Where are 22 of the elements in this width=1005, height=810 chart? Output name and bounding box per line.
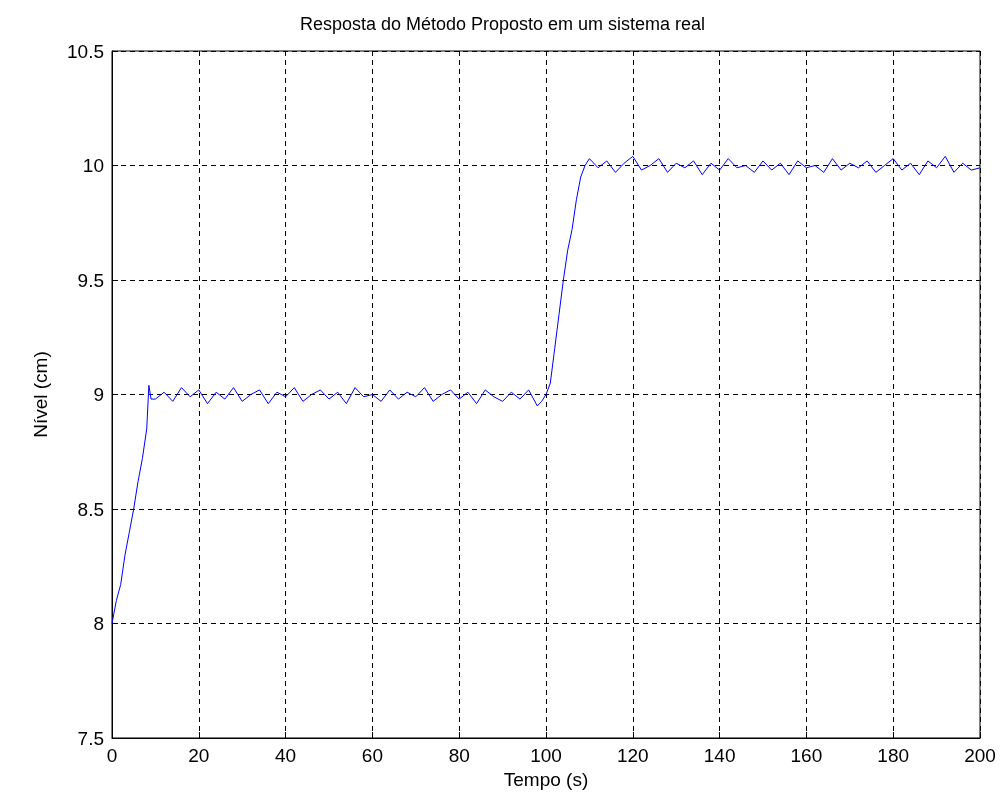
y-axis-title: Nível (cm) xyxy=(30,351,51,438)
x-tick-label: 80 xyxy=(448,745,470,766)
x-tick-label: 40 xyxy=(275,745,297,766)
x-tick-label: 200 xyxy=(964,745,996,766)
y-tick-label: 9.5 xyxy=(77,269,104,291)
y-tick-label: 9 xyxy=(93,384,104,405)
x-tick-label: 180 xyxy=(877,745,910,766)
x-tick-label: 140 xyxy=(703,745,736,766)
y-tick-label: 8 xyxy=(93,613,104,634)
x-tick-label: 120 xyxy=(616,745,649,766)
x-tick-label: 100 xyxy=(530,745,562,766)
x-tick-label: 20 xyxy=(188,745,210,766)
y-tick-label: 7.5 xyxy=(77,727,104,749)
y-tick-label: 10 xyxy=(82,155,104,176)
y-tick-label: 10.5 xyxy=(67,40,104,62)
x-tick-label: 160 xyxy=(790,745,823,766)
line-series xyxy=(111,155,981,624)
x-tick-label: 0 xyxy=(106,745,118,766)
x-tick-label: 60 xyxy=(361,745,383,766)
y-tick-label: 8.5 xyxy=(77,498,104,520)
x-axis-title: Tempo (s) xyxy=(503,768,589,790)
chart-title: Resposta do Método Proposto em um sistema real xyxy=(299,14,706,34)
